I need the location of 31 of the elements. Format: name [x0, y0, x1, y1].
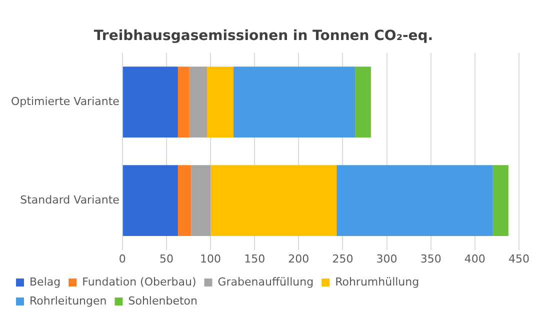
- bar: [355, 66, 371, 138]
- x-tick-label: 50: [159, 252, 174, 266]
- legend-label: Grabenauffüllung: [218, 275, 314, 288]
- bar: [191, 165, 211, 236]
- bar: [210, 165, 337, 236]
- x-tick-label: 350: [420, 252, 442, 266]
- x-tick-label: 450: [508, 252, 530, 266]
- bar: [178, 66, 190, 138]
- bar: [122, 66, 178, 138]
- legend-label: Sohlenbeton: [128, 294, 198, 308]
- x-tick-label: 250: [332, 252, 354, 266]
- y-tick-label: Standard Variante: [20, 193, 120, 206]
- x-tick-label: 100: [200, 252, 222, 266]
- x-tick-label: 200: [288, 252, 310, 266]
- x-tick-label: 0: [118, 252, 126, 266]
- legend-label: Rohrleitungen: [30, 294, 107, 308]
- bar: [207, 66, 234, 138]
- bar: [122, 165, 178, 236]
- bar: [189, 66, 208, 138]
- y-tick-label: Optimierte Variante: [10, 94, 120, 108]
- legend-label: Rohrumhüllung: [335, 275, 420, 288]
- x-tick-label: 300: [376, 252, 398, 266]
- x-tick-label: 400: [464, 252, 486, 266]
- bar: [336, 165, 493, 236]
- bar: [233, 66, 356, 138]
- bar: [492, 165, 508, 236]
- legend-label: Belag: [30, 275, 61, 288]
- chart-title: Treibhausgasemissionen in Tonnen CO₂-eq.: [94, 28, 434, 44]
- x-tick-label: 150: [244, 252, 266, 266]
- legend-label: Fundation (Oberbau): [82, 275, 196, 288]
- bar: [178, 165, 192, 236]
